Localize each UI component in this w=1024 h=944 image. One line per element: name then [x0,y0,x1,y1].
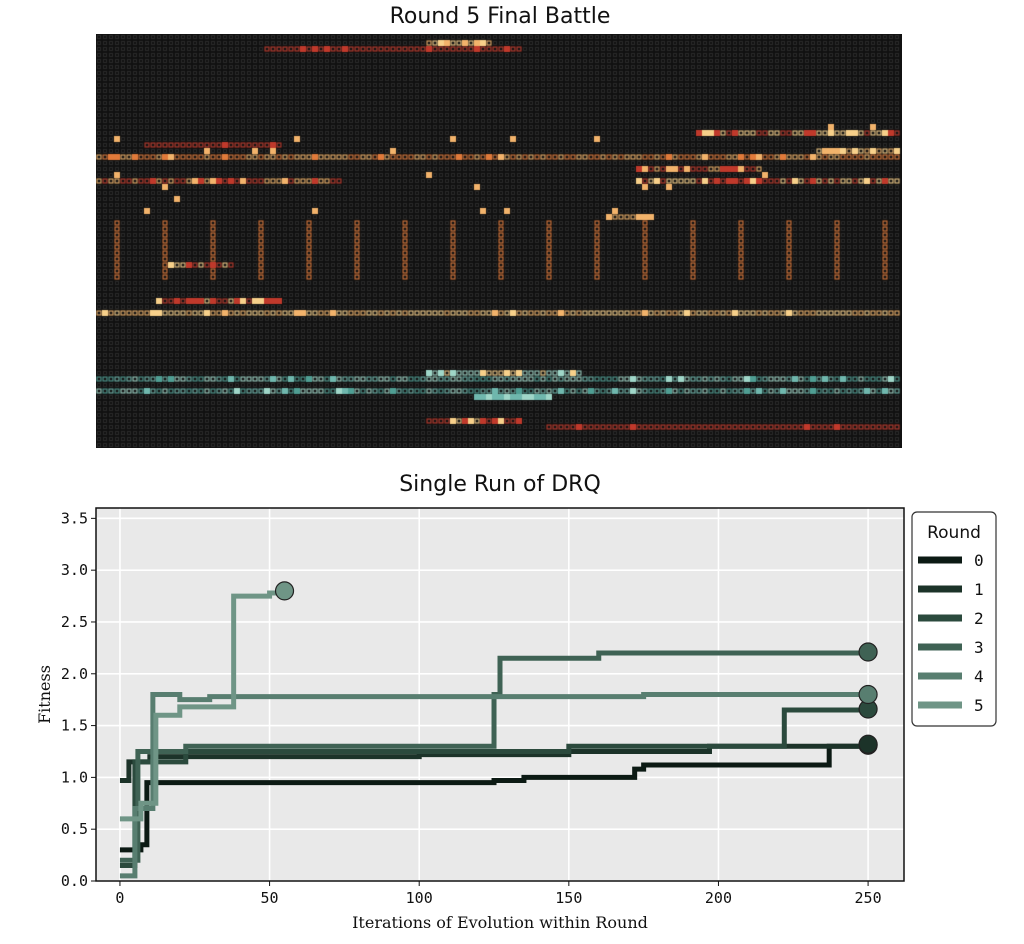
series-end-marker-round-5 [274,581,295,601]
y-tick-label: 0.0 [61,872,88,890]
y-tick-label: 3.0 [61,561,88,579]
battle-title: Round 5 Final Battle [389,4,611,29]
series-end-marker-round-1 [858,734,878,754]
legend-label-round-1: 1 [974,580,984,599]
y-tick-label: 2.5 [61,613,88,631]
y-tick-label: 3.5 [61,509,88,527]
legend-title: Round [927,523,981,543]
series-line-round-3 [119,650,871,863]
y-tick-label: 1.0 [61,768,88,786]
series-line-round-0 [119,743,871,853]
y-tick-label: 0.5 [61,820,88,838]
battle-grid-canvas [96,34,902,448]
series-line-round-1 [119,743,871,783]
series-end-marker-round-3 [858,642,878,662]
axis-ticks: 0 50 100 150 200 250 0.0 0.5 1.0 1.5 2.0 2.5 3.0 3.5 [61,509,882,907]
legend-label-round-5: 5 [974,696,984,715]
battle-grid-panel [96,34,902,448]
legend: Round 0 1 2 3 4 5 [911,511,997,727]
legend-label-round-4: 4 [974,667,984,686]
fitness-chart: 0 50 100 150 200 2500.00.51.01.52.02.53.03.5 … [35,507,997,932]
legend-label-round-3: 3 [974,638,984,657]
series-line-round-4 [119,692,869,879]
x-tick-label: 100 [406,889,433,907]
legend-items: 0 1 2 3 4 5 [918,551,984,715]
plot-frame [95,507,905,882]
x-tick-label: 50 [261,889,279,907]
x-tick-label: 150 [555,889,582,907]
legend-label-round-2: 2 [974,609,984,628]
y-tick-label: 2.0 [61,665,88,683]
x-tick-label: 200 [705,889,732,907]
series-line-round-5 [119,590,288,822]
y-axis-label: Fitness [35,665,54,724]
series-end-marker-round-4 [858,684,878,705]
series-lines [119,581,878,879]
x-tick-label: 0 [115,889,124,907]
y-tick-label: 1.5 [61,717,88,735]
legend-label-round-0: 0 [974,551,984,570]
chart-title: Single Run of DRQ [399,472,601,497]
x-tick-label: 250 [855,889,882,907]
x-axis-label: Iterations of Evolution within Round [352,913,648,932]
